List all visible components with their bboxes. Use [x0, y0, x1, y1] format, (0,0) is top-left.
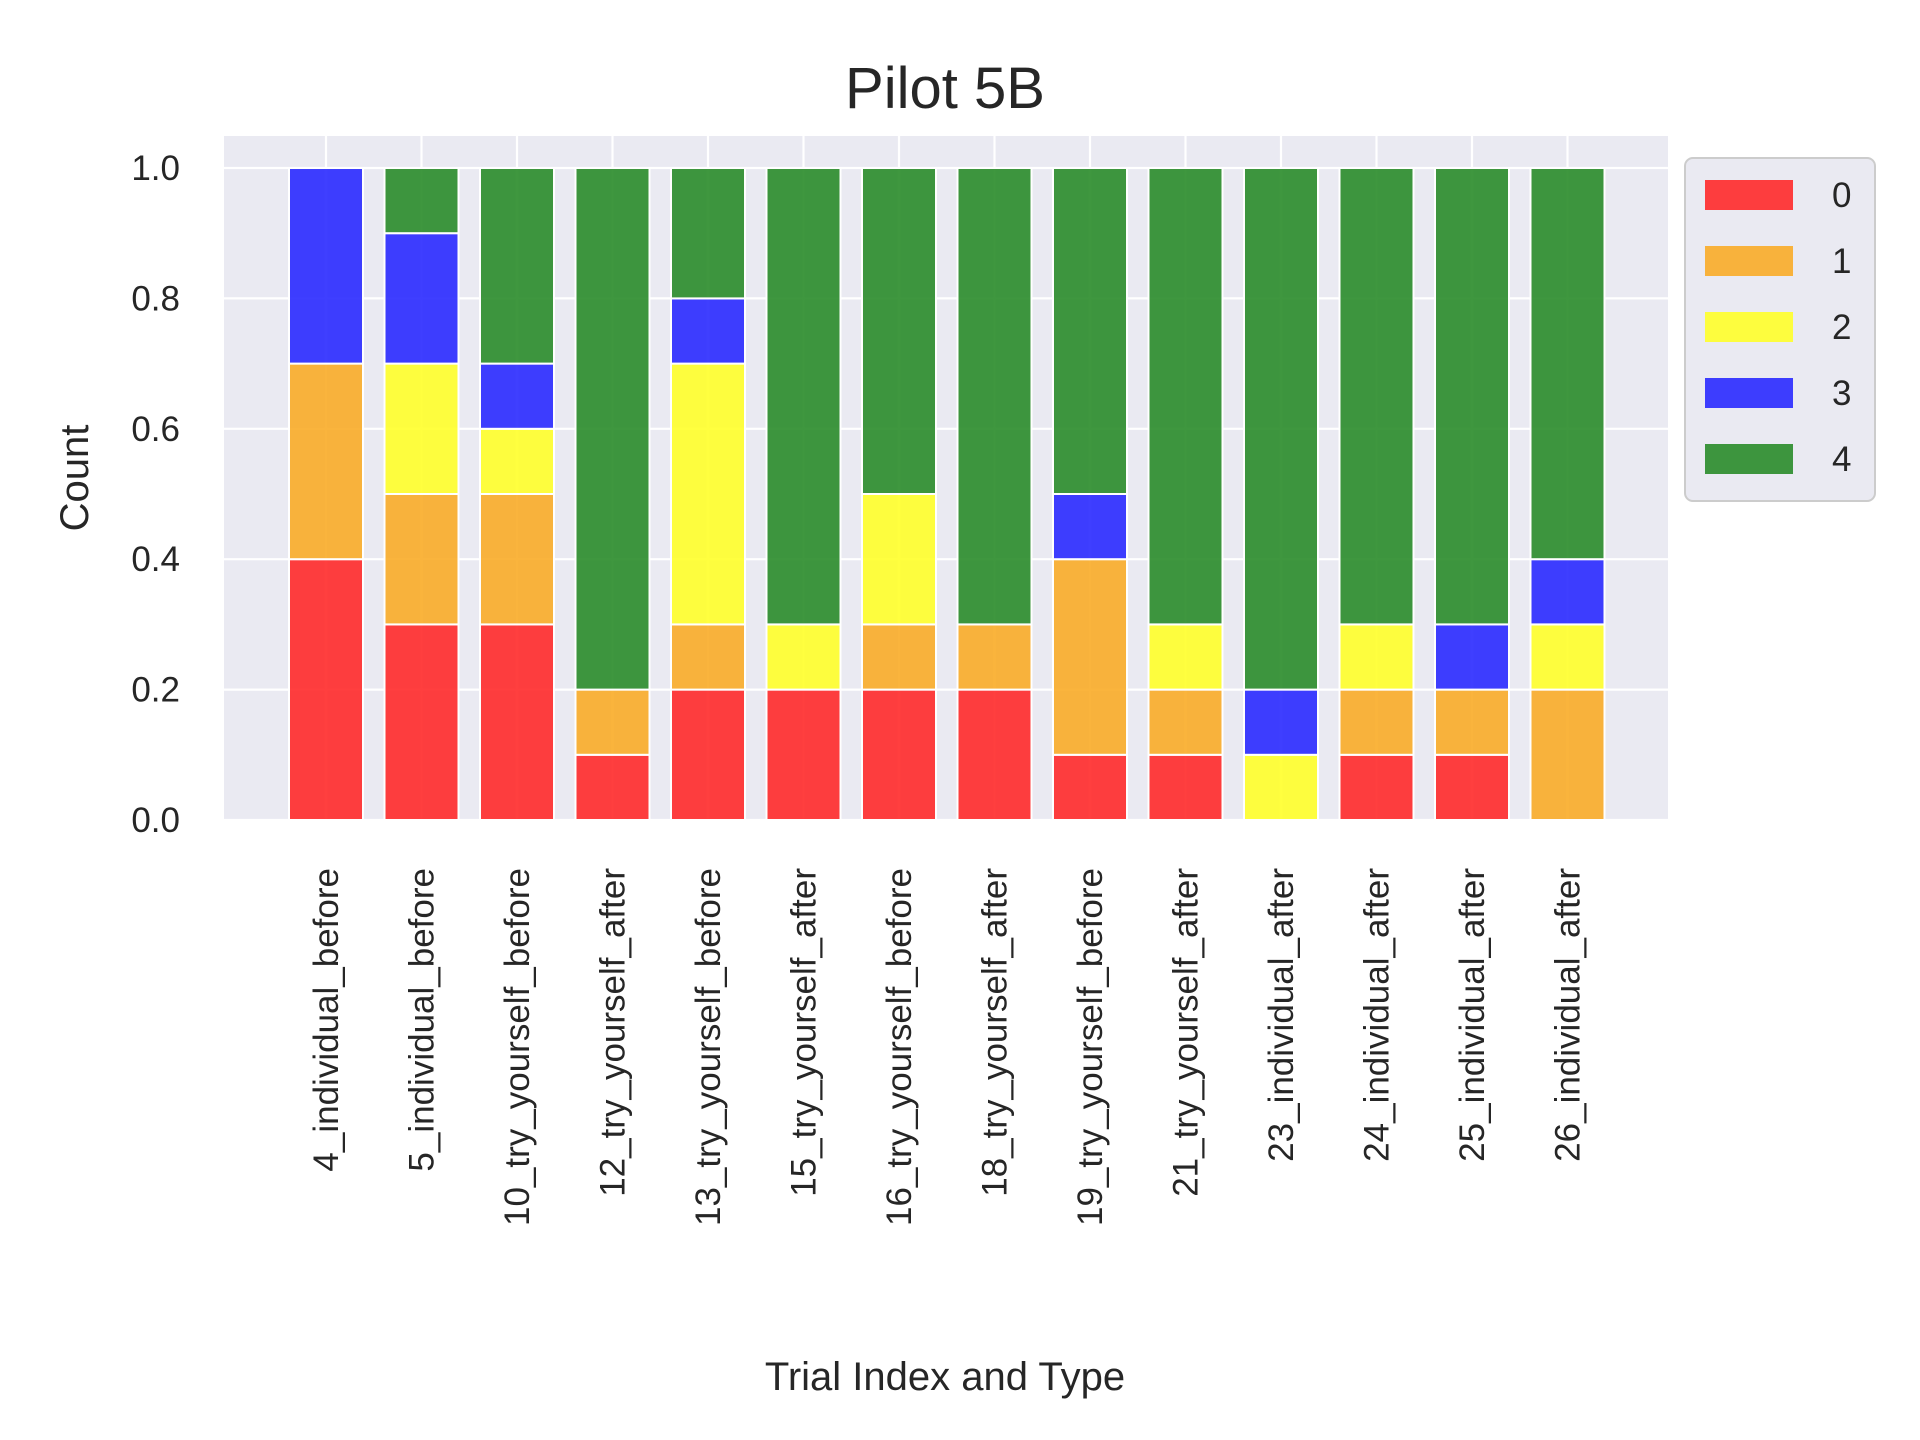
bar-segment-4: [670, 167, 746, 300]
legend: 0 1 2 3 4: [1684, 157, 1876, 502]
bar-segment-2: [1147, 623, 1224, 691]
bar-segment-4: [1243, 167, 1319, 691]
bar-segment-2: [1243, 753, 1319, 821]
bar-segment-2: [479, 427, 555, 495]
bar-segment-0: [383, 623, 460, 822]
bar-segment-1: [574, 688, 651, 756]
bar-segment-4: [1434, 167, 1510, 626]
legend-label-0: 0: [1832, 176, 1851, 215]
bar-segment-1: [670, 623, 746, 691]
bar-segment-1: [1147, 688, 1224, 756]
bar-segment-1: [956, 623, 1033, 691]
bar-segment-3: [1243, 688, 1319, 756]
bar-segment-4: [574, 167, 651, 691]
x-tick-label: 19_try_yourself_before: [1071, 868, 1110, 1226]
x-axis-title: Trial Index and Type: [765, 1355, 1125, 1399]
bar-segment-0: [479, 623, 555, 822]
x-tick-label: 18_try_yourself_after: [976, 868, 1015, 1197]
x-tick-label: 12_try_yourself_after: [594, 868, 633, 1197]
legend-label-2: 2: [1832, 308, 1851, 347]
bar-segment-4: [383, 167, 460, 235]
y-tick-label: 0.0: [131, 801, 180, 840]
chart-title: Pilot 5B: [845, 56, 1045, 121]
bar-segment-4: [1529, 167, 1606, 561]
legend-swatch-1: [1705, 246, 1793, 276]
bar-segment-1: [288, 362, 364, 561]
bar-segment-3: [1052, 493, 1128, 561]
y-tick-label: 0.4: [131, 540, 180, 579]
bar-segment-3: [1529, 558, 1606, 626]
bar-segment-4: [1147, 167, 1224, 626]
bar-segment-4: [765, 167, 842, 626]
bar-segment-3: [383, 232, 460, 365]
legend-swatch-0: [1705, 180, 1793, 210]
bar-segment-3: [670, 297, 746, 365]
x-tick-labels: 4_individual_before 5_individual_before 10…: [307, 868, 1588, 1226]
bar-segment-4: [479, 167, 555, 365]
bar-segment-2: [670, 362, 746, 626]
legend-label-1: 1: [1832, 242, 1851, 281]
y-tick-label: 1.0: [131, 149, 180, 188]
bar-segment-3: [1434, 623, 1510, 691]
bar-segment-2: [1338, 623, 1415, 691]
y-axis-title: Count: [53, 425, 97, 532]
x-tick-label: 24_individual_after: [1358, 868, 1397, 1162]
x-tick-label: 13_try_yourself_before: [689, 868, 728, 1226]
bar-segment-3: [288, 167, 364, 365]
bar-segment-0: [670, 688, 746, 821]
bar-segment-0: [956, 688, 1033, 821]
x-tick-label: 21_try_yourself_after: [1167, 868, 1206, 1197]
x-tick-label: 5_individual_before: [403, 868, 442, 1172]
x-tick-label: 25_individual_after: [1453, 868, 1492, 1162]
bar-segment-4: [956, 167, 1033, 626]
bar-segment-0: [1147, 753, 1224, 821]
y-tick-label: 0.8: [131, 279, 180, 318]
bar-segment-0: [1052, 753, 1128, 821]
bar-segment-0: [574, 753, 651, 821]
bar-segment-1: [1434, 688, 1510, 756]
x-tick-label: 23_individual_after: [1262, 868, 1301, 1162]
bar-segment-0: [861, 688, 937, 821]
legend-label-4: 4: [1832, 440, 1851, 479]
x-tick-label: 26_individual_after: [1549, 868, 1588, 1162]
y-tick-label: 0.2: [131, 671, 180, 710]
bar-segment-0: [765, 688, 842, 821]
y-tick-labels: 0.0 0.2 0.4 0.6 0.8 1.0: [131, 149, 180, 840]
y-tick-label: 0.6: [131, 410, 180, 449]
bar-segment-4: [1338, 167, 1415, 626]
x-tick-label: 16_try_yourself_before: [880, 868, 919, 1226]
bar-segment-1: [861, 623, 937, 691]
legend-label-3: 3: [1832, 374, 1851, 413]
bar-segment-1: [479, 493, 555, 626]
bar-segment-0: [1434, 753, 1510, 821]
bar-segment-2: [1529, 623, 1606, 691]
legend-swatch-3: [1705, 378, 1793, 408]
bar-segment-1: [383, 493, 460, 626]
bar-segment-2: [765, 623, 842, 691]
legend-swatch-2: [1705, 312, 1793, 342]
bar-segment-4: [861, 167, 937, 495]
bar-segment-1: [1052, 558, 1128, 756]
legend-swatch-4: [1705, 444, 1793, 474]
x-tick-label: 15_try_yourself_after: [785, 868, 824, 1197]
bars: [288, 167, 1606, 822]
bar-segment-2: [861, 493, 937, 626]
bar-segment-1: [1338, 688, 1415, 756]
x-tick-label: 4_individual_before: [307, 868, 346, 1172]
bar-segment-0: [1338, 753, 1415, 821]
x-tick-label: 10_try_yourself_before: [498, 868, 537, 1226]
bar-segment-2: [383, 362, 460, 495]
bar-segment-4: [1052, 167, 1128, 495]
plot-area: [224, 136, 1668, 820]
bar-segment-1: [1529, 688, 1606, 821]
bar-segment-0: [288, 558, 364, 821]
bar-segment-3: [479, 362, 555, 430]
